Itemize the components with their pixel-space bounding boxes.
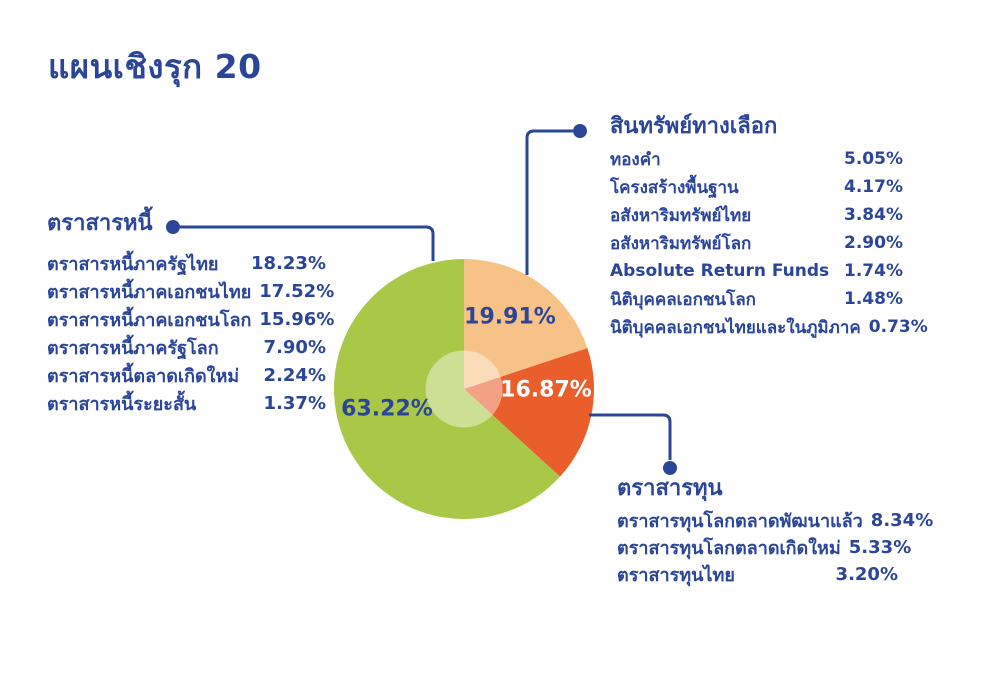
item-label: ตราสารหนี้ภาครัฐไทย xyxy=(47,253,219,275)
legend-row: นิติบุคคลเอกชนโลก 1.48% xyxy=(610,285,903,313)
item-label: ตราสารหนี้ภาครัฐโลก xyxy=(47,337,219,359)
legend-row: โครงสร้างพื้นฐาน 4.17% xyxy=(610,173,903,201)
callout-dot-fixed-income xyxy=(166,220,180,234)
callout-alternative xyxy=(525,124,587,275)
item-label: ตราสารหนี้ภาคเอกชนโลก xyxy=(47,309,252,331)
legend-row: ตราสารหนี้ตลาดเกิดใหม่ 2.24% xyxy=(47,361,326,389)
legend-row: ทองคำ 5.05% xyxy=(610,145,903,173)
legend-row: อสังหาริมทรัพย์ไทย 3.84% xyxy=(610,201,903,229)
item-value: 5.33% xyxy=(848,537,912,558)
item-value: 2.90% xyxy=(844,233,903,253)
legend-row: ตราสารหนี้ภาคเอกชนโลก 15.96% xyxy=(47,305,334,333)
item-value: 17.52% xyxy=(259,280,335,302)
item-value: 3.84% xyxy=(844,205,903,225)
legend-header-equity: ตราสารทุน xyxy=(617,476,723,501)
legend-row: ตราสารทุนโลกตลาดเกิดใหม่ 5.33% xyxy=(617,534,911,561)
item-label: ตราสารหนี้ระยะสั้น xyxy=(47,393,197,415)
pie-label-equity: 16.87% xyxy=(500,377,592,403)
item-value: 5.05% xyxy=(844,149,903,169)
item-value: 15.96% xyxy=(259,308,335,330)
callout-equity xyxy=(589,413,677,475)
legend-row: ตราสารหนี้ภาครัฐไทย 18.23% xyxy=(47,249,326,277)
item-value: 7.90% xyxy=(263,336,326,358)
item-value: 0.73% xyxy=(868,317,928,337)
item-label: ตราสารหนี้ภาคเอกชนไทย xyxy=(47,281,252,303)
item-value: 18.23% xyxy=(251,252,326,274)
item-value: 1.48% xyxy=(844,289,903,309)
item-label: ตราสารทุนไทย xyxy=(617,565,735,586)
pie-slice-2 xyxy=(333,258,560,519)
item-label: อสังหาริมทรัพย์ไทย xyxy=(610,205,752,226)
pie-slices xyxy=(333,258,594,519)
item-label: Absolute Return Funds xyxy=(610,261,830,281)
legend-group-fixed-income: ตราสารหนี้ ตราสารหนี้ภาครัฐไทย 18.23% ตร… xyxy=(47,211,334,415)
legend-row: อสังหาริมทรัพย์โลก 2.90% xyxy=(610,229,903,257)
pie-slice-0 xyxy=(464,259,588,389)
item-value: 1.37% xyxy=(263,392,326,414)
item-label: ตราสารทุนโลกตลาดเกิดใหม่ xyxy=(617,538,841,559)
pie-label-alternative: 19.91% xyxy=(464,304,556,330)
item-label: ตราสารหนี้ตลาดเกิดใหม่ xyxy=(47,365,240,387)
legend-row: ตราสารหนี้ระยะสั้น 1.37% xyxy=(47,389,326,417)
legend-row: Absolute Return Funds 1.74% xyxy=(610,257,903,285)
item-label: ทองคำ xyxy=(610,149,661,170)
callout-dot-alternative xyxy=(573,124,587,138)
donut-center-highlight xyxy=(425,350,503,428)
legend-group-equity: ตราสารทุน ตราสารทุนโลกตลาดพัฒนาแล้ว 8.34… xyxy=(617,476,933,586)
pie-slice-1 xyxy=(464,348,594,477)
item-label: นิติบุคคลเอกชนโลก xyxy=(610,289,756,310)
item-value: 2.24% xyxy=(263,364,326,386)
callout-dot-equity xyxy=(663,461,677,475)
legend-group-alternative-assets: สินทรัพย์ทางเลือก ทองคำ 5.05% โครงสร้างพ… xyxy=(610,114,928,338)
legend-header-alternative-assets: สินทรัพย์ทางเลือก xyxy=(610,114,778,139)
callout-fixed-income xyxy=(166,220,435,261)
item-label: โครงสร้างพื้นฐาน xyxy=(610,177,739,198)
legend-row: ตราสารทุนไทย 3.20% xyxy=(617,561,898,588)
item-value: 8.34% xyxy=(870,510,934,531)
item-label: ตราสารทุนโลกตลาดพัฒนาแล้ว xyxy=(617,511,863,532)
legend-row: ตราสารหนี้ภาคเอกชนไทย 17.52% xyxy=(47,277,334,305)
legend-row: ตราสารหนี้ภาครัฐโลก 7.90% xyxy=(47,333,326,361)
legend-row: ตราสารทุนโลกตลาดพัฒนาแล้ว 8.34% xyxy=(617,507,933,534)
item-value: 4.17% xyxy=(844,177,903,197)
item-label: นิติบุคคลเอกชนไทยและในภูมิภาค xyxy=(610,317,861,338)
item-label: อสังหาริมทรัพย์โลก xyxy=(610,233,752,254)
item-value: 3.20% xyxy=(835,564,898,585)
legend-row: นิติบุคคลเอกชนไทยและในภูมิภาค 0.73% xyxy=(610,313,928,341)
item-value: 1.74% xyxy=(844,261,903,281)
legend-header-fixed-income: ตราสารหนี้ xyxy=(47,211,153,236)
pie-label-fixed-income: 63.22% xyxy=(341,396,433,422)
page-title: แผนเชิงรุก 20 xyxy=(48,47,262,86)
